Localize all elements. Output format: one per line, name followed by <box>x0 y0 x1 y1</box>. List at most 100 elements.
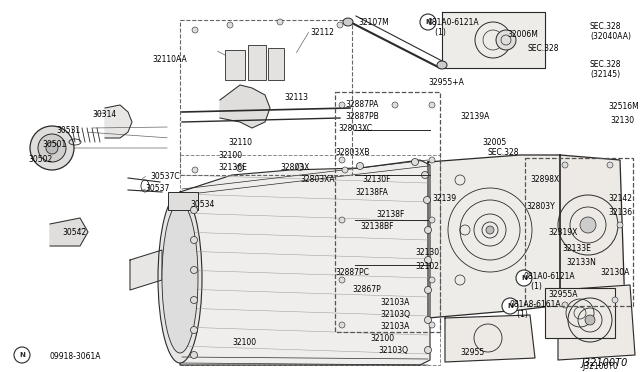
Circle shape <box>429 157 435 163</box>
Polygon shape <box>442 12 545 68</box>
Text: 081A8-6161A
   (1): 081A8-6161A (1) <box>510 300 562 320</box>
Bar <box>225 50 245 80</box>
Text: 32955A: 32955A <box>548 290 577 299</box>
Text: SEC.328
(32040AA): SEC.328 (32040AA) <box>590 22 631 41</box>
Text: 30502: 30502 <box>28 155 52 164</box>
Text: 32133N: 32133N <box>566 258 596 267</box>
Circle shape <box>392 102 398 108</box>
Text: 32803XA: 32803XA <box>300 175 335 184</box>
Text: 32136: 32136 <box>608 208 632 217</box>
Text: 32133E: 32133E <box>562 244 591 253</box>
Polygon shape <box>445 315 535 362</box>
Circle shape <box>356 163 364 170</box>
Bar <box>168 192 198 210</box>
Text: SEC.328: SEC.328 <box>527 44 559 53</box>
Bar <box>335 92 440 332</box>
Bar <box>525 158 633 306</box>
Text: 30537: 30537 <box>145 184 170 193</box>
Text: 32142: 32142 <box>608 194 632 203</box>
Circle shape <box>429 322 435 328</box>
Circle shape <box>192 27 198 33</box>
Circle shape <box>296 164 303 170</box>
Text: 32803XB: 32803XB <box>335 148 369 157</box>
Circle shape <box>617 222 623 228</box>
Text: 32319X: 32319X <box>548 228 577 237</box>
Polygon shape <box>560 155 625 310</box>
Circle shape <box>191 206 198 214</box>
Circle shape <box>424 227 431 234</box>
Circle shape <box>424 196 431 203</box>
Text: SEC.328
(32145): SEC.328 (32145) <box>590 60 621 79</box>
Circle shape <box>337 22 343 28</box>
Text: 32100: 32100 <box>232 338 256 347</box>
Text: 32955+A: 32955+A <box>428 78 464 87</box>
Polygon shape <box>558 285 635 360</box>
Bar <box>248 45 266 80</box>
Circle shape <box>607 162 613 168</box>
Polygon shape <box>130 250 162 290</box>
Text: J32100T0: J32100T0 <box>582 358 628 368</box>
Text: 30314: 30314 <box>92 110 116 119</box>
Text: 32130: 32130 <box>415 248 439 257</box>
Text: 32898X: 32898X <box>530 175 559 184</box>
Ellipse shape <box>158 193 202 363</box>
Text: 32138F: 32138F <box>376 210 404 219</box>
Text: 32107M: 32107M <box>358 18 388 27</box>
Text: 32130F: 32130F <box>362 175 390 184</box>
Text: 32130: 32130 <box>610 116 634 125</box>
Circle shape <box>424 257 431 263</box>
Circle shape <box>516 270 532 286</box>
Circle shape <box>38 134 66 162</box>
Text: 32136E: 32136E <box>218 163 247 172</box>
Text: 32110AA: 32110AA <box>152 55 187 64</box>
Circle shape <box>429 217 435 223</box>
Text: 30531: 30531 <box>56 126 80 135</box>
Text: 32138FA: 32138FA <box>355 188 388 197</box>
Circle shape <box>277 19 283 25</box>
Polygon shape <box>105 105 132 138</box>
Circle shape <box>191 237 198 244</box>
Ellipse shape <box>343 18 353 26</box>
Text: 32887PC: 32887PC <box>335 268 369 277</box>
Circle shape <box>14 347 30 363</box>
Text: 32130A: 32130A <box>600 268 629 277</box>
Text: 32100: 32100 <box>370 334 394 343</box>
Circle shape <box>424 346 431 353</box>
Circle shape <box>191 352 198 359</box>
Text: 081A0-6121A
   (1): 081A0-6121A (1) <box>428 18 479 38</box>
Text: 32113: 32113 <box>284 93 308 102</box>
Text: 32139: 32139 <box>432 194 456 203</box>
Circle shape <box>46 142 58 154</box>
Text: 30534: 30534 <box>190 200 214 209</box>
Text: 09918-3061A: 09918-3061A <box>50 352 102 361</box>
Circle shape <box>339 157 345 163</box>
Circle shape <box>424 317 431 324</box>
Circle shape <box>339 277 345 283</box>
Polygon shape <box>50 218 88 246</box>
Text: 32803XC: 32803XC <box>338 124 372 133</box>
Text: 32803X: 32803X <box>280 163 309 172</box>
Circle shape <box>191 296 198 304</box>
Text: 32887PB: 32887PB <box>345 112 379 121</box>
Circle shape <box>30 126 74 170</box>
Bar <box>545 288 615 338</box>
Circle shape <box>429 102 435 108</box>
Circle shape <box>580 217 596 233</box>
Circle shape <box>486 226 494 234</box>
Text: 30501: 30501 <box>42 140 67 149</box>
Text: N: N <box>425 19 431 25</box>
Circle shape <box>227 22 233 28</box>
Circle shape <box>191 327 198 334</box>
Circle shape <box>342 167 348 173</box>
Circle shape <box>339 217 345 223</box>
Text: 32887PA: 32887PA <box>345 100 378 109</box>
Circle shape <box>562 302 568 308</box>
Text: 32112: 32112 <box>310 28 334 37</box>
Circle shape <box>237 164 243 171</box>
Ellipse shape <box>437 61 447 69</box>
Bar <box>180 20 352 175</box>
Text: 32867P: 32867P <box>352 285 381 294</box>
Circle shape <box>429 277 435 283</box>
Text: 32103A: 32103A <box>380 298 410 307</box>
Text: 32006M: 32006M <box>507 30 538 39</box>
